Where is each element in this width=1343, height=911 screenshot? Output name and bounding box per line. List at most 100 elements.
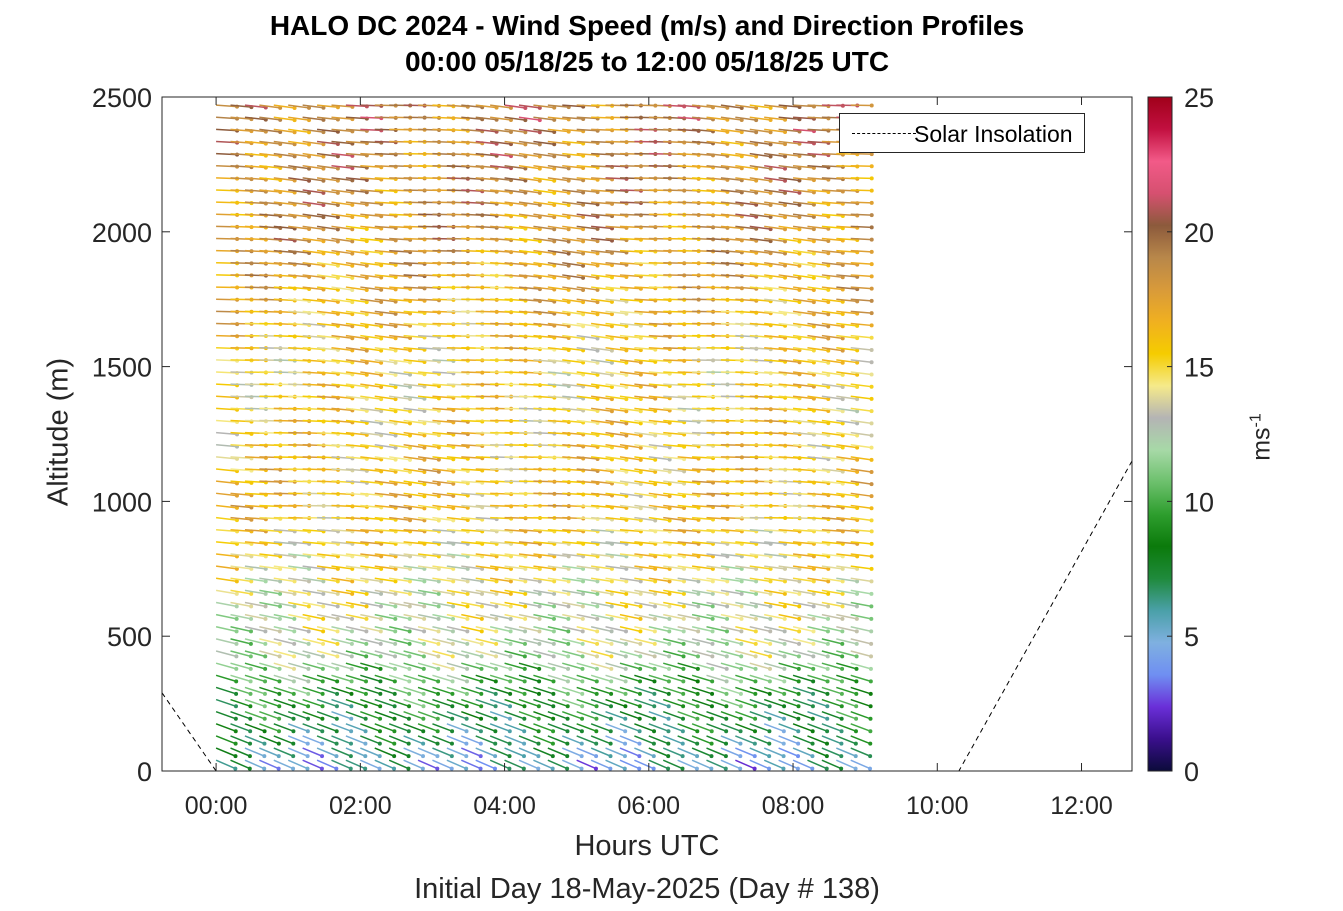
wind-barb — [374, 601, 396, 608]
wind-barb — [562, 626, 583, 633]
wind-barb — [764, 249, 786, 255]
wind-barb — [230, 589, 252, 595]
wind-barb — [259, 262, 281, 265]
wind-barb — [446, 735, 467, 745]
wind-barb — [273, 213, 295, 218]
wind-barb — [259, 759, 279, 770]
wind-barb-head — [451, 493, 456, 498]
wind-barb-head — [680, 754, 685, 759]
wind-barb — [490, 152, 512, 157]
wind-barb-head — [768, 591, 773, 596]
wind-barb-head — [248, 691, 253, 696]
wind-barb — [417, 626, 439, 633]
wind-barb — [403, 444, 425, 449]
wind-barb — [735, 177, 757, 182]
wind-barb-head — [478, 766, 483, 771]
wind-barb — [518, 334, 540, 338]
wind-barb — [360, 334, 382, 340]
wind-barb — [561, 747, 582, 757]
wind-barb-head — [350, 227, 355, 232]
wind-barb — [461, 152, 483, 156]
wind-barb — [302, 662, 324, 670]
wind-barb — [562, 698, 583, 708]
wind-barb-head — [379, 336, 384, 341]
wind-barb — [576, 686, 597, 695]
wind-barb-head — [739, 679, 744, 684]
wind-barb-head — [436, 641, 441, 646]
wind-barb — [490, 577, 512, 583]
wind-barb-head — [407, 679, 412, 684]
wind-barb — [576, 189, 598, 193]
wind-barb-head — [292, 579, 297, 584]
wind-barb — [735, 759, 755, 770]
wind-barb-head — [869, 641, 874, 646]
wind-barb-head — [350, 215, 355, 220]
wind-barb — [663, 456, 685, 460]
wind-barb — [648, 553, 670, 558]
wind-barb — [576, 104, 598, 107]
wind-barb — [749, 152, 771, 158]
wind-barb-head — [767, 741, 772, 746]
wind-barb-head — [307, 118, 312, 123]
wind-barb — [518, 116, 540, 121]
wind-barb — [244, 528, 266, 533]
wind-barb — [576, 710, 597, 720]
wind-barb — [403, 686, 424, 695]
wind-barb — [792, 528, 815, 533]
wind-barb-head — [565, 741, 570, 746]
wind-barb — [792, 152, 815, 157]
wind-barb — [432, 759, 453, 770]
wind-barb — [374, 589, 396, 595]
wind-barb-head — [840, 654, 845, 659]
wind-barb — [648, 613, 670, 620]
wind-barb — [562, 262, 584, 267]
wind-barb — [792, 128, 815, 132]
wind-barb-head — [321, 190, 326, 195]
wind-barb — [360, 213, 382, 218]
wind-barb-head — [523, 142, 528, 147]
wind-barb — [792, 249, 814, 255]
wind-barb-head — [854, 629, 859, 634]
wind-barb-head — [595, 566, 600, 571]
wind-barb — [432, 395, 454, 399]
wind-barb — [504, 698, 525, 708]
wind-barb — [518, 322, 540, 326]
wind-barb — [417, 504, 439, 510]
wind-barb — [331, 759, 352, 770]
wind-barb — [259, 201, 281, 205]
wind-barb — [417, 371, 440, 375]
wind-barb — [360, 759, 380, 770]
wind-barb — [821, 431, 843, 437]
wind-barb — [475, 674, 497, 683]
wind-barb-head — [638, 579, 643, 584]
wind-barb-head — [393, 616, 398, 621]
wind-barb — [706, 723, 727, 732]
wind-barb — [778, 177, 800, 182]
wind-barb-head — [393, 409, 398, 414]
wind-barb-head — [407, 566, 412, 571]
wind-barb — [273, 237, 295, 242]
wind-barb — [807, 310, 829, 315]
wind-barb — [605, 565, 627, 570]
wind-barb — [591, 516, 613, 521]
wind-barb — [374, 468, 396, 473]
wind-barb — [619, 601, 641, 608]
wind-barb — [547, 225, 569, 231]
wind-barb — [778, 189, 800, 194]
wind-barb-head — [595, 360, 600, 365]
wind-barb — [345, 528, 367, 533]
wind-barb — [749, 371, 771, 374]
wind-barb — [215, 735, 236, 745]
wind-barb-head — [552, 130, 557, 135]
wind-barb-head — [666, 766, 671, 771]
wind-barb-head — [594, 666, 599, 671]
wind-barb-head — [681, 616, 686, 621]
wind-barb-head — [552, 579, 557, 584]
wind-barb-head — [335, 154, 340, 159]
wind-barb-head — [580, 641, 585, 646]
wind-barb — [417, 565, 439, 570]
wind-barb — [836, 577, 858, 583]
wind-barb-head — [783, 117, 788, 122]
wind-barb — [432, 565, 454, 570]
wind-barb — [331, 710, 352, 720]
